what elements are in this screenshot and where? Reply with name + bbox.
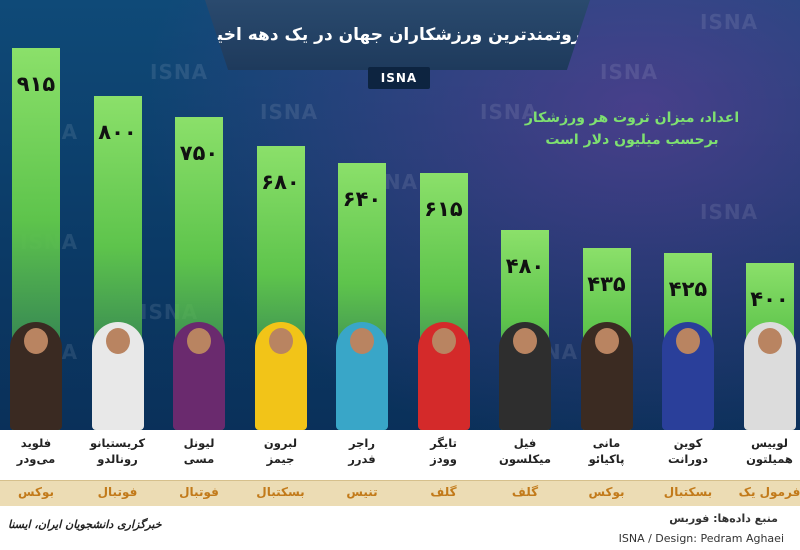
athlete-photo [499, 322, 551, 430]
chart-title: ثروتمندترین ورزشکاران جهان در یک دهه اخی… [206, 25, 589, 45]
athlete-head [757, 328, 782, 354]
agency-name: خبرگزاری دانشجویان ایران، ایسنا [8, 518, 162, 531]
bar-value-label: ۶۴۰ [342, 186, 382, 211]
athlete-name: لوییس همیلتون [729, 436, 800, 467]
athlete-name-line: کوین [673, 436, 703, 450]
watermark-text: ISNA [600, 60, 659, 84]
bar-value-label: ۸۰۰ [98, 120, 137, 144]
watermark-text: ISNA [700, 200, 759, 224]
bar-value-label: ۴۲۵ [668, 276, 708, 301]
athlete-sport: گلف [430, 485, 457, 499]
athlete-head [350, 328, 374, 354]
watermark-text: ISNA [700, 10, 759, 34]
units-note-line-2: برحسب میلیون دلار است [545, 131, 719, 148]
athlete-name-line: جیمز [266, 451, 295, 466]
athlete-head [187, 328, 211, 354]
athlete-name-line: وودز [430, 451, 457, 466]
bar-value-label: ۴۰۰ [750, 287, 789, 311]
units-note-line-1: اعداد، میزان ثروت هر ورزشکار [524, 110, 740, 126]
athlete-head [24, 328, 48, 354]
athlete-head [594, 328, 619, 354]
athlete-name: فلوید می‌ودر [0, 436, 77, 467]
athlete-name: تایگر وودز [403, 436, 485, 467]
watermark-text: ISNA [260, 100, 319, 124]
athlete-name-line: لیونل [183, 436, 215, 450]
athlete-name-line: فدرر [348, 451, 376, 466]
athlete-photo [417, 322, 470, 430]
athlete-photo [662, 322, 714, 430]
athlete-name: کریستیانو رونالدو [77, 436, 159, 467]
athlete-name: کوین دورانت [647, 436, 729, 467]
bar-chart: ۹۱۵ ۸۰۰ ۷۵۰ ۶۸۰ ۶۴۰ ۶۱۵ ۴۸۰ ۴۳۵ ۴۲۵ ۴۰۰ [10, 48, 796, 430]
bar-value-label: ۶۸۰ [261, 170, 300, 195]
athlete-name: راجر فدرر [321, 436, 403, 467]
athlete-photo [336, 322, 388, 430]
footer: منبع داده‌ها: فوربس ISNA / Design: Pedra… [0, 506, 800, 550]
athlete-sport: تنیس [346, 485, 378, 499]
athlete-photo [91, 322, 144, 430]
athlete-sport: فوتبال [179, 485, 219, 499]
athlete-head [513, 328, 537, 354]
athlete-name-line: مسی [183, 451, 215, 466]
athlete-name: لیونل مسی [158, 436, 240, 467]
athlete-sport: گلف [511, 485, 539, 499]
athlete-sport: بوکس [18, 485, 54, 499]
bar-value-label: ۹۱۵ [16, 72, 56, 96]
athlete-name-line: فلوید [20, 436, 52, 450]
athlete-head [676, 328, 700, 354]
athlete-sport: فرمول یک [738, 485, 800, 499]
isna-tab: ISNA [368, 67, 430, 89]
units-note: اعداد، میزان ثروت هر ورزشکار برحسب میلیو… [502, 108, 762, 151]
bar-value-label: ۷۵۰ [179, 140, 219, 165]
athlete-head [268, 328, 293, 354]
design-credit: ISNA / Design: Pedram Aghaei [618, 532, 784, 545]
title-banner: ثروتمندترین ورزشکاران جهان در یک دهه اخی… [205, 0, 590, 70]
athlete-name-line: کریستیانو [89, 436, 146, 450]
watermark-text: ISNA [150, 60, 209, 84]
athlete-name-line: لبرون [263, 436, 298, 450]
athlete-photo [10, 322, 62, 430]
athlete-name-line: مانی [592, 436, 621, 450]
athlete-name-line: تایگر [430, 436, 457, 450]
data-source: منبع داده‌ها: فوربس [669, 512, 778, 525]
athlete-name-line: همیلتون [746, 451, 793, 466]
athlete-name-line: دورانت [667, 451, 709, 466]
bar-value-label: ۴۸۰ [505, 253, 545, 278]
athlete-name-line: پاکیائو [588, 451, 625, 466]
athlete-name-line: رونالدو [97, 451, 138, 466]
athlete-head [431, 328, 456, 354]
athlete-name-line: می‌ودر [16, 451, 56, 466]
athlete-head [105, 328, 130, 354]
athlete-sport: بسکتبال [663, 485, 713, 499]
athlete-sport: فوتبال [97, 485, 138, 499]
watermark-text: ISNA [480, 100, 539, 124]
athlete-name-line: راجر [348, 436, 375, 450]
bar-value-label: ۶۱۵ [424, 197, 463, 222]
athlete-photo [743, 322, 796, 430]
athlete-sport: بسکتبال [256, 485, 305, 499]
athlete-names-band [0, 430, 800, 480]
athlete-photo [254, 322, 307, 430]
athlete-name: مانی پاکیائو [566, 436, 648, 467]
athlete-photo [173, 322, 225, 430]
athlete-name: لبرون جیمز [240, 436, 322, 467]
sports-band [0, 480, 800, 506]
bar-value-label: ۴۳۵ [587, 272, 626, 297]
athlete-photo [580, 322, 633, 430]
athlete-name: فیل میکلسون [484, 436, 566, 467]
athlete-name-line: لوییس [751, 436, 788, 450]
athlete-name-line: فیل [513, 436, 537, 450]
athlete-name-line: میکلسون [499, 451, 551, 466]
athlete-sport: بوکس [588, 485, 625, 499]
